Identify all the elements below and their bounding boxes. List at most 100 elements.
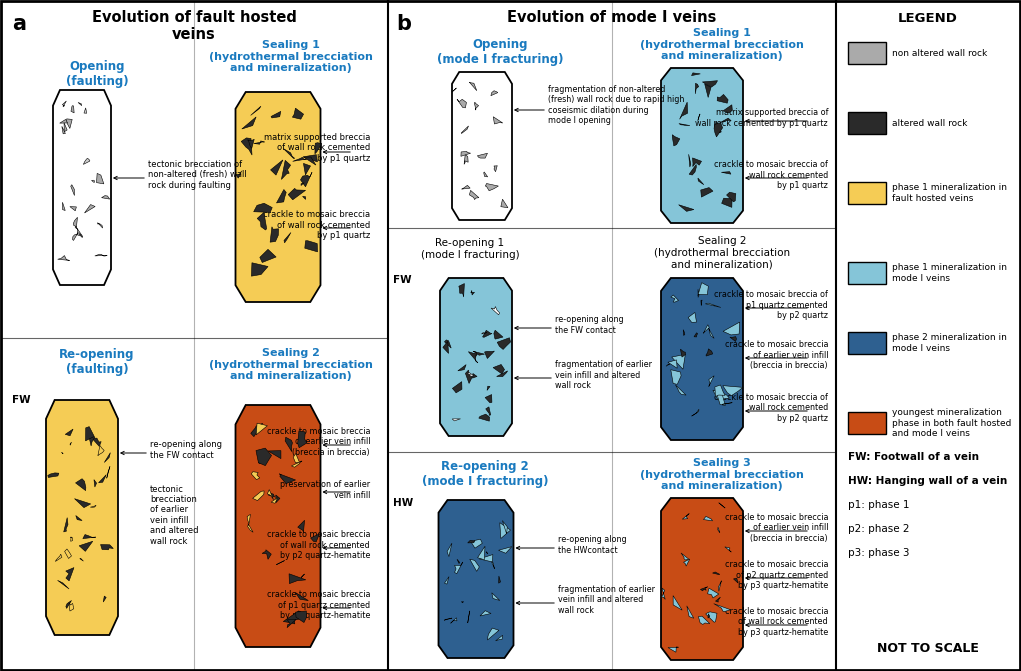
Polygon shape <box>714 123 723 137</box>
Polygon shape <box>691 73 700 76</box>
Text: p1: phase 1: p1: phase 1 <box>848 500 910 510</box>
Polygon shape <box>55 554 62 562</box>
Polygon shape <box>487 386 490 391</box>
Polygon shape <box>65 429 74 435</box>
Polygon shape <box>254 141 264 144</box>
Polygon shape <box>76 478 86 491</box>
Polygon shape <box>471 291 475 295</box>
Text: a: a <box>12 14 26 34</box>
Polygon shape <box>715 385 725 397</box>
Polygon shape <box>80 541 93 552</box>
Polygon shape <box>673 596 682 610</box>
Polygon shape <box>303 154 318 162</box>
Polygon shape <box>492 592 500 601</box>
Polygon shape <box>107 466 110 478</box>
Polygon shape <box>314 143 321 154</box>
Polygon shape <box>287 619 296 627</box>
Text: Sealing 2
(hydrothermal brecciation
and mineralization): Sealing 2 (hydrothermal brecciation and … <box>209 348 373 381</box>
Polygon shape <box>285 437 292 452</box>
Polygon shape <box>723 322 739 335</box>
Polygon shape <box>84 158 90 164</box>
Polygon shape <box>262 550 272 560</box>
Polygon shape <box>70 442 71 445</box>
Polygon shape <box>57 580 69 589</box>
Polygon shape <box>485 395 492 403</box>
Polygon shape <box>98 446 104 456</box>
Polygon shape <box>251 472 259 480</box>
Text: preservation of earlier
vein infill: preservation of earlier vein infill <box>280 480 370 500</box>
Text: fragmentation of non-altered
(fresh) wall rock due to rapid high
coseismic dilat: fragmentation of non-altered (fresh) wal… <box>548 85 684 125</box>
Polygon shape <box>722 403 732 405</box>
Polygon shape <box>491 91 498 96</box>
Polygon shape <box>679 205 694 211</box>
Polygon shape <box>251 263 269 276</box>
Polygon shape <box>252 491 264 501</box>
Text: HW: Hanging wall of a vein: HW: Hanging wall of a vein <box>848 476 1008 486</box>
Polygon shape <box>84 108 87 113</box>
Text: tectonic brecciation of
non-altered (fresh) wall
rock during faulting: tectonic brecciation of non-altered (fre… <box>148 160 247 190</box>
Polygon shape <box>259 250 276 262</box>
Polygon shape <box>92 180 95 183</box>
Polygon shape <box>241 138 252 155</box>
Text: Opening
(mode I fracturing): Opening (mode I fracturing) <box>437 38 564 66</box>
Polygon shape <box>675 384 686 395</box>
Polygon shape <box>71 105 75 113</box>
Bar <box>848 182 886 204</box>
Polygon shape <box>104 453 110 462</box>
Polygon shape <box>668 647 679 652</box>
Polygon shape <box>704 84 711 97</box>
Text: phase 2 mineralization in
mode I veins: phase 2 mineralization in mode I veins <box>892 333 1007 353</box>
Polygon shape <box>295 592 308 601</box>
Polygon shape <box>480 611 491 616</box>
Polygon shape <box>92 438 101 446</box>
Polygon shape <box>692 158 701 166</box>
Polygon shape <box>683 559 690 566</box>
Text: tectonic
brecciation
of earlier
vein infill
and altered
wall rock: tectonic brecciation of earlier vein inf… <box>150 484 198 546</box>
Polygon shape <box>484 172 488 177</box>
Polygon shape <box>715 121 721 133</box>
Polygon shape <box>303 164 310 175</box>
Text: Evolution of mode I veins: Evolution of mode I veins <box>507 10 717 25</box>
Polygon shape <box>706 612 717 622</box>
Polygon shape <box>89 436 95 446</box>
Polygon shape <box>103 596 106 602</box>
Polygon shape <box>668 360 677 368</box>
Polygon shape <box>473 374 477 378</box>
Polygon shape <box>101 196 109 199</box>
Polygon shape <box>284 232 291 243</box>
Polygon shape <box>79 234 83 238</box>
Polygon shape <box>303 157 315 165</box>
Polygon shape <box>695 83 698 94</box>
Polygon shape <box>86 427 94 441</box>
Text: Evolution of fault hosted
veins: Evolution of fault hosted veins <box>92 10 296 42</box>
Polygon shape <box>62 202 65 211</box>
Polygon shape <box>288 189 305 200</box>
Polygon shape <box>78 103 82 105</box>
Polygon shape <box>251 106 261 115</box>
Text: phase 1 mineralization in
fault hosted veins: phase 1 mineralization in fault hosted v… <box>892 183 1007 203</box>
Polygon shape <box>661 68 743 223</box>
Polygon shape <box>305 241 318 252</box>
Polygon shape <box>713 390 729 400</box>
Polygon shape <box>468 372 474 376</box>
Polygon shape <box>471 539 482 548</box>
Text: NOT TO SCALE: NOT TO SCALE <box>877 642 979 655</box>
Text: crackle to mosaic breccia
of wall rock cemented
by p2 quartz-hematite: crackle to mosaic breccia of wall rock c… <box>266 530 370 560</box>
Polygon shape <box>714 604 731 611</box>
Polygon shape <box>700 300 702 305</box>
Text: HW: HW <box>393 498 414 508</box>
Polygon shape <box>486 407 491 415</box>
Polygon shape <box>276 495 280 503</box>
Polygon shape <box>689 164 696 175</box>
Polygon shape <box>717 95 728 103</box>
Polygon shape <box>491 562 495 568</box>
Polygon shape <box>470 82 477 91</box>
Polygon shape <box>672 354 685 369</box>
Polygon shape <box>272 497 278 503</box>
Polygon shape <box>473 352 485 358</box>
Polygon shape <box>247 140 254 148</box>
Polygon shape <box>457 99 467 108</box>
Polygon shape <box>709 376 714 386</box>
Text: crackle to mosaic breccia
of wall rock cemented
by p3 quartz-hematite: crackle to mosaic breccia of wall rock c… <box>725 607 828 637</box>
Polygon shape <box>713 572 720 574</box>
